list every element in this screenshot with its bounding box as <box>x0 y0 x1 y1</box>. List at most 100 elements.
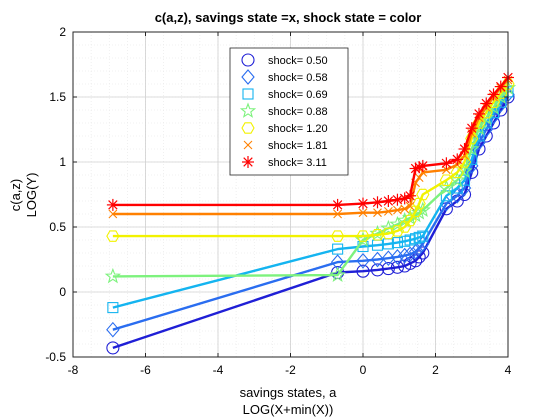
x-axis-label-line-2: LOG(X+min(X)) <box>243 402 334 417</box>
data-point <box>242 156 254 168</box>
legend-label: shock= 0.58 <box>268 72 328 84</box>
data-point <box>382 195 395 207</box>
data-point <box>333 209 343 219</box>
legend-entry: shock= 0.58 <box>241 69 328 85</box>
data-point <box>403 246 417 263</box>
legend-label: shock= 3.11 <box>268 157 327 169</box>
chart-title: c(a,z), savings state =x, shock state = … <box>155 10 422 25</box>
x-tick-label: -8 <box>68 363 79 377</box>
data-point <box>356 252 370 269</box>
x-tick-label: 0 <box>360 363 367 377</box>
data-point <box>458 143 471 155</box>
legend-entry: shock= 3.11 <box>242 156 327 169</box>
data-point <box>414 173 424 182</box>
data-point <box>381 227 396 240</box>
data-point <box>243 140 253 150</box>
legend-entry: shock= 0.88 <box>239 102 328 118</box>
data-point <box>331 198 344 211</box>
data-point <box>383 207 393 216</box>
series-line <box>112 96 510 350</box>
data-point <box>369 224 386 241</box>
data-point <box>396 211 413 228</box>
x-tick-label: 4 <box>505 363 512 377</box>
data-point <box>241 122 255 134</box>
data-point <box>405 201 415 211</box>
y-tick-label: 0.5 <box>49 220 66 234</box>
data-point <box>106 341 120 355</box>
data-point <box>413 231 425 243</box>
data-point <box>451 153 464 166</box>
data-point <box>408 205 423 218</box>
data-point <box>370 263 385 277</box>
data-point <box>332 243 344 255</box>
x-tick-label: -4 <box>213 363 224 377</box>
legend: shock= 0.50 shock= 0.58 shock= 0.69 shock= … <box>229 47 349 176</box>
data-point <box>404 189 417 202</box>
data-point <box>449 171 466 188</box>
data-point <box>408 243 423 260</box>
data-point <box>410 233 422 245</box>
data-point <box>390 260 404 274</box>
legend-entry: shock= 1.81 <box>243 140 328 152</box>
series-layer <box>104 71 517 355</box>
tick-labels: -8 -6 -4 -2 0 2 4 -0.5 0 0.5 1 1.5 2 <box>45 25 511 377</box>
legend-entry: shock= 0.50 <box>241 53 328 67</box>
data-point <box>330 230 345 242</box>
data-point <box>329 266 346 283</box>
data-point <box>241 53 255 67</box>
data-point <box>440 157 453 170</box>
data-point <box>398 221 412 233</box>
data-point <box>418 168 428 177</box>
data-point <box>416 246 430 260</box>
data-point <box>370 229 385 241</box>
data-point <box>241 69 255 85</box>
x-tick-label: -6 <box>140 363 151 377</box>
series-line <box>112 83 509 238</box>
data-point <box>393 205 402 215</box>
data-point <box>390 249 405 265</box>
y-tick-label: 1.5 <box>49 90 66 104</box>
data-point <box>438 179 455 195</box>
data-point <box>465 122 478 135</box>
data-point <box>403 214 417 227</box>
series-line <box>112 93 509 331</box>
data-point <box>356 264 370 278</box>
x-tick-label: 2 <box>432 363 439 377</box>
data-point <box>416 188 430 201</box>
data-point <box>108 209 118 219</box>
data-point <box>106 198 119 211</box>
series-7 <box>106 71 514 211</box>
data-point <box>397 247 412 264</box>
x-axis-label-line-1: savings states, a <box>240 385 338 400</box>
data-point <box>381 262 395 276</box>
legend-label: shock= 0.69 <box>268 89 328 101</box>
data-point <box>458 174 471 186</box>
data-point <box>400 204 410 214</box>
legend-label: shock= 0.50 <box>268 55 328 67</box>
legend-box <box>229 47 349 176</box>
ticks-layer <box>72 31 509 358</box>
y-tick-label: 0 <box>59 285 66 299</box>
y-axis-label-group: c(a,z) LOG(Y) <box>8 173 39 218</box>
legend-entry: shock= 1.20 <box>241 122 328 135</box>
y-tick-label: -0.5 <box>45 350 66 364</box>
legend-label: shock= 1.81 <box>268 140 328 152</box>
data-point <box>373 208 382 218</box>
legend-label: shock= 1.20 <box>268 123 328 135</box>
data-point <box>357 197 369 210</box>
data-point <box>473 107 485 120</box>
data-point <box>358 208 368 218</box>
data-point <box>380 219 397 236</box>
data-point <box>441 165 451 175</box>
data-point <box>439 174 454 186</box>
data-point <box>391 237 403 249</box>
data-point <box>356 230 370 242</box>
data-point <box>371 196 384 209</box>
y-axis-label-line-2: LOG(Y) <box>24 173 39 218</box>
data-point <box>390 225 405 237</box>
data-point <box>239 102 257 118</box>
y-tick-label: 1 <box>59 155 66 169</box>
data-point <box>494 80 507 93</box>
data-point <box>106 230 120 242</box>
data-point <box>242 88 254 100</box>
